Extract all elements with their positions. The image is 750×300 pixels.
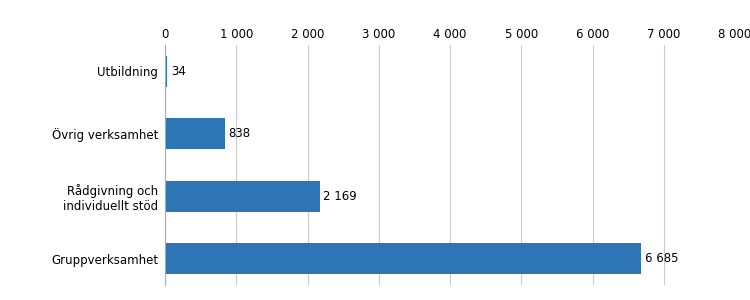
Text: 838: 838 bbox=[229, 127, 251, 140]
Text: 6 685: 6 685 bbox=[645, 252, 679, 265]
Bar bbox=[165, 243, 641, 274]
Bar bbox=[165, 56, 167, 87]
Text: 34: 34 bbox=[171, 65, 186, 78]
Bar bbox=[165, 181, 320, 212]
Text: 2 169: 2 169 bbox=[323, 190, 357, 203]
Bar bbox=[165, 118, 225, 149]
